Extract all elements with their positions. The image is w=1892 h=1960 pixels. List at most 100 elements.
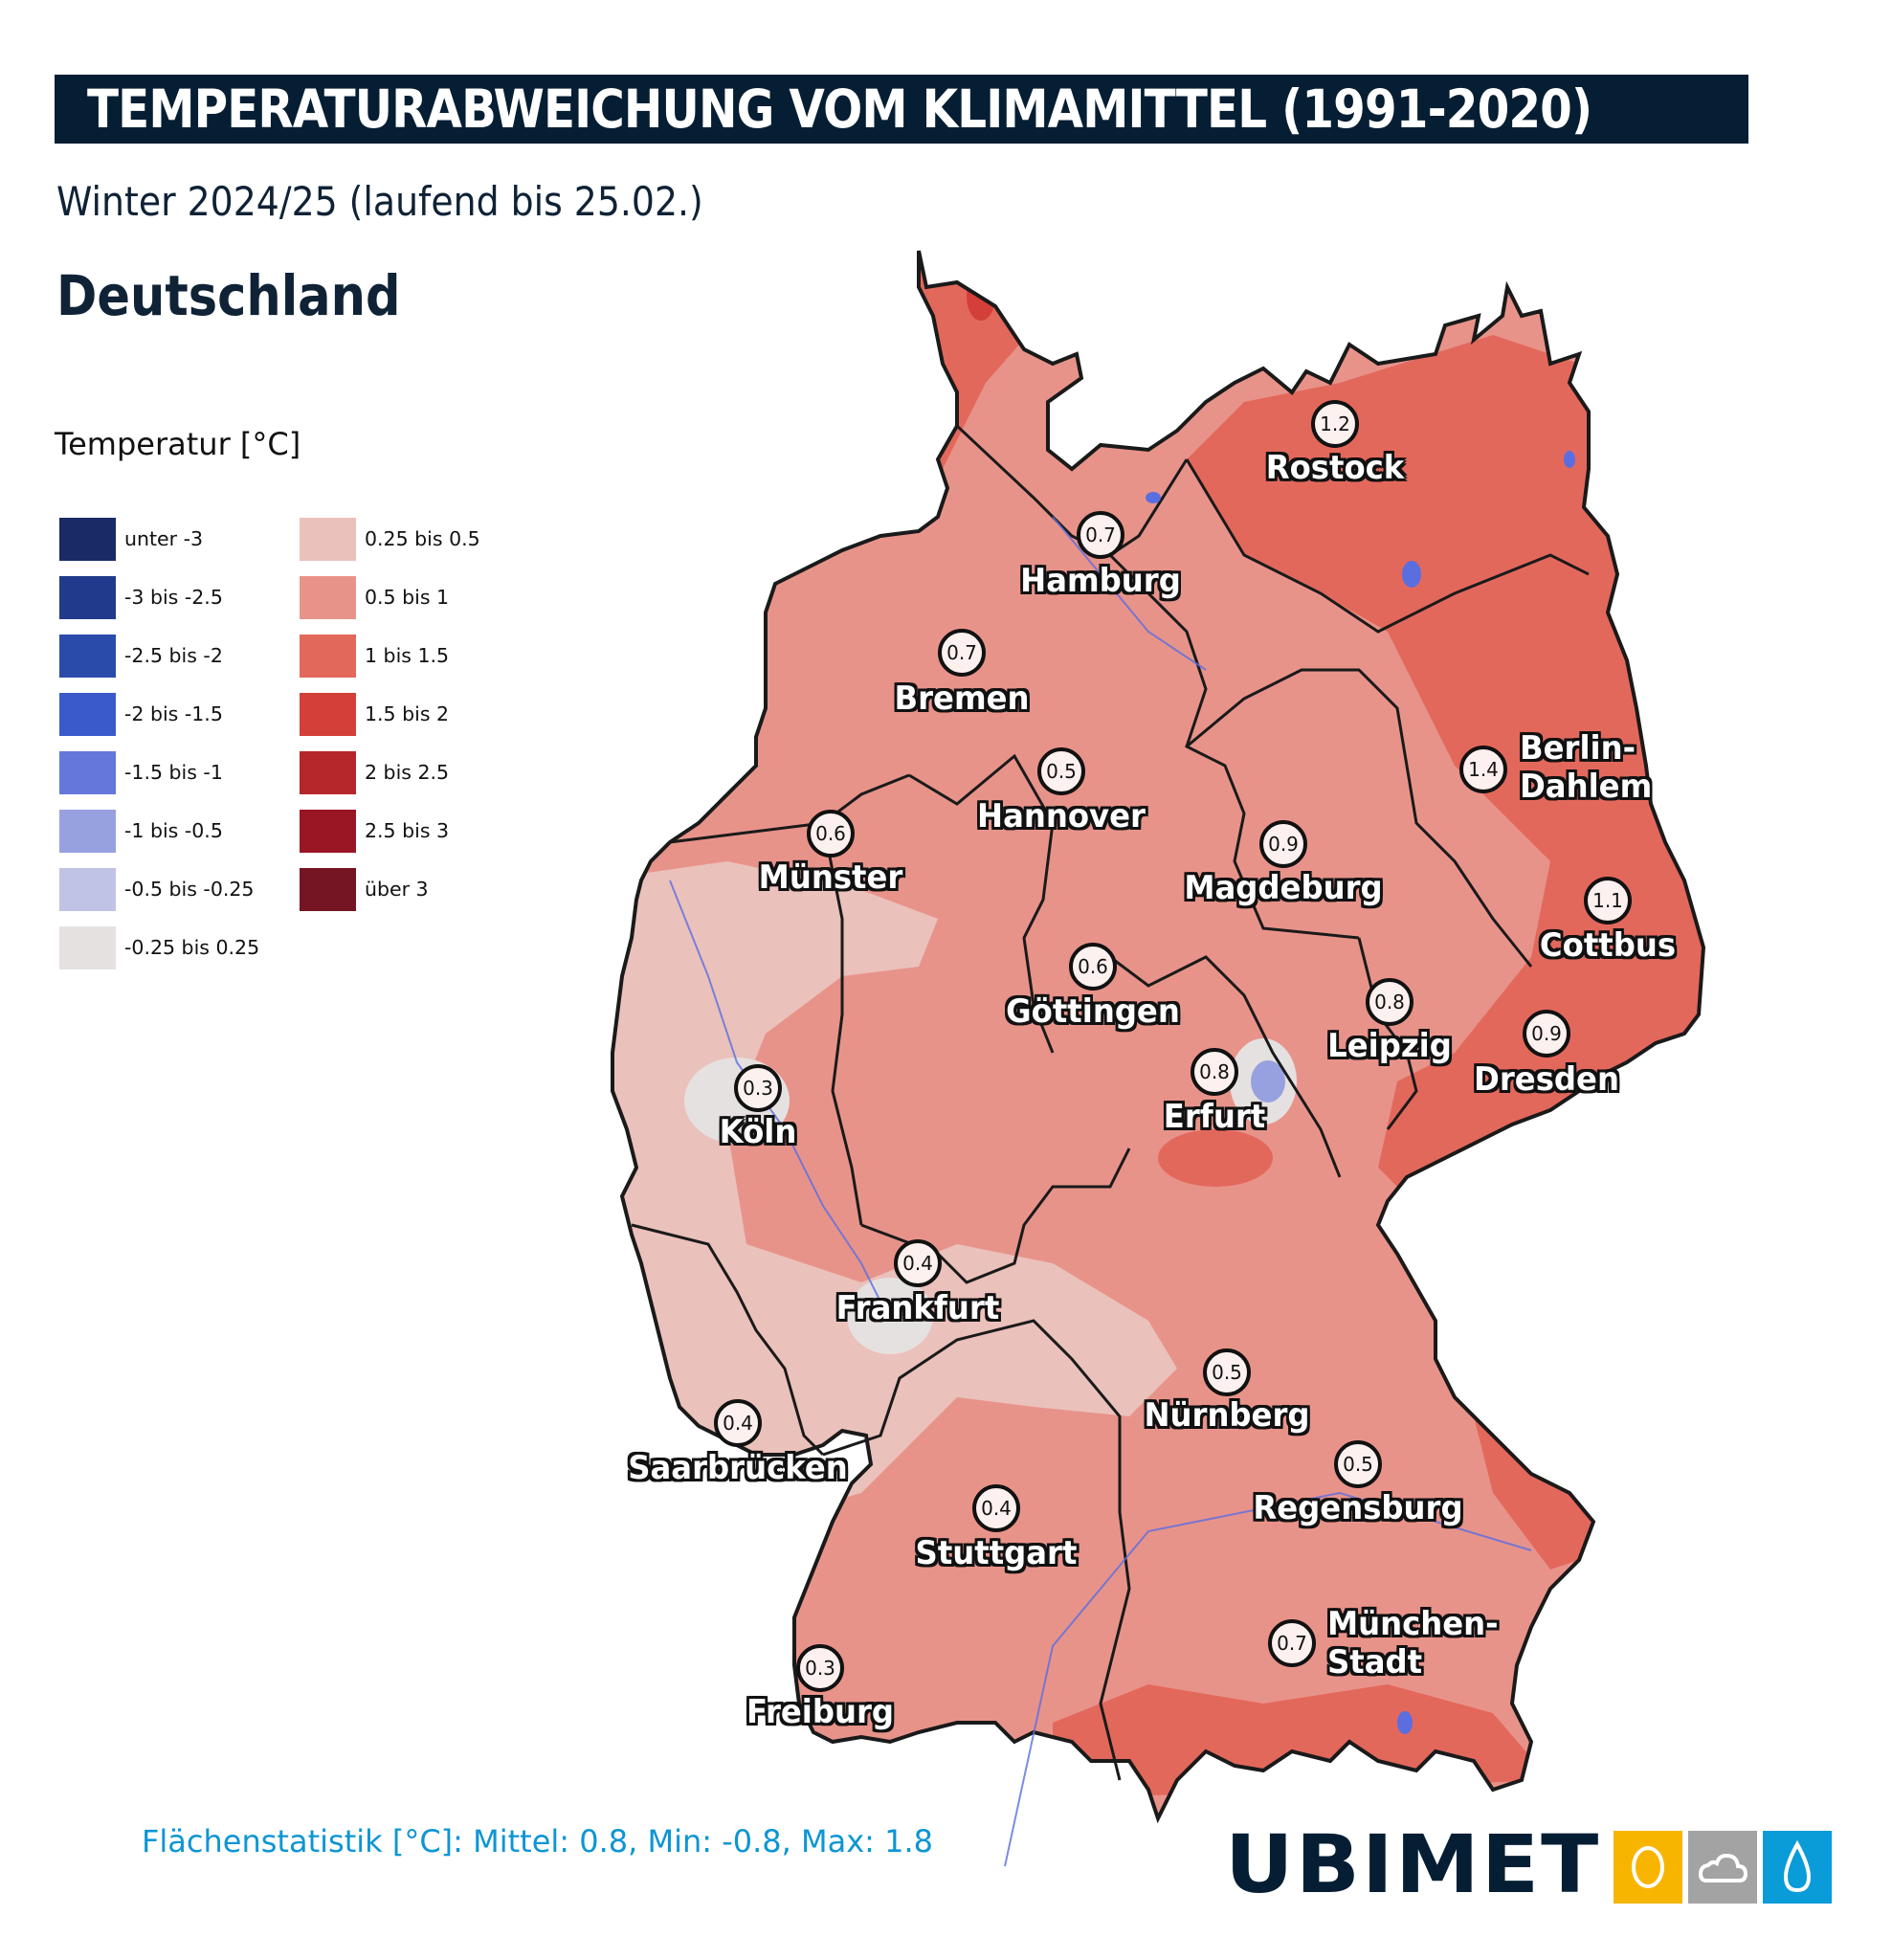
rivers [669,516,1532,1867]
sun-icon [1613,1831,1682,1904]
legend-swatch [59,809,116,853]
city-label: Erfurt [1163,1098,1266,1136]
legend-label: 0.5 bis 1 [365,586,450,609]
legend-label: -0.25 bis 0.25 [124,936,260,959]
city-label: Hamburg [1020,562,1181,600]
legend-item: -1 bis -0.5 [59,809,223,853]
city-label: Stuttgart [915,1534,1078,1572]
legend-swatch [59,634,116,678]
legend-item: -0.5 bis -0.25 [59,867,254,911]
city-label: Magdeburg [1184,869,1383,907]
city-label: Leipzig [1327,1027,1452,1065]
legend-swatch [300,692,356,736]
value-marker: 0.6 [1069,943,1117,991]
legend-swatch [59,692,116,736]
title-bar: TEMPERATURABWEICHUNG VOM KLIMAMITTEL (19… [55,75,1748,144]
legend-item: 0.25 bis 0.5 [300,517,480,561]
page-title: TEMPERATURABWEICHUNG VOM KLIMAMITTEL (19… [87,78,1592,140]
legend-swatch [59,925,116,969]
legend-item: -3 bis -2.5 [59,575,223,619]
legend-swatch [300,634,356,678]
legend-label: 1 bis 1.5 [365,644,450,667]
city-label: Münster [758,858,903,897]
ubimet-logo: UBIMET [1225,1817,1832,1911]
city-label: Regensburg [1253,1489,1463,1527]
legend-item: 1 bis 1.5 [300,634,449,678]
value-marker: 1.1 [1584,877,1632,924]
anomaly-fill [612,251,1703,1818]
legend-swatch [300,750,356,794]
legend-item: unter -3 [59,517,203,561]
legend-label: 0.25 bis 0.5 [365,527,480,550]
value-marker: 0.5 [1037,747,1085,795]
legend-label: 2.5 bis 3 [365,819,450,842]
legend-item: 2 bis 2.5 [300,750,449,794]
city-label: Cottbus [1539,926,1677,965]
city-label: Freiburg [746,1693,895,1731]
legend-label: über 3 [365,878,429,901]
legend-item: 1.5 bis 2 [300,692,449,736]
legend-item: -0.25 bis 0.25 [59,925,259,969]
legend-label: 2 bis 2.5 [365,761,450,784]
city-label: München- Stadt [1327,1605,1499,1682]
city-label: Berlin- Dahlem [1520,729,1653,806]
legend-label: -2.5 bis -2 [124,644,223,667]
value-marker: 0.4 [894,1239,942,1287]
cloud-icon [1687,1831,1757,1904]
city-label: Nürnberg [1144,1396,1310,1435]
legend-label: -1 bis -0.5 [124,819,223,842]
water-drop-icon [1762,1831,1832,1904]
legend-label: unter -3 [124,527,204,550]
lakes [1146,451,1575,1734]
legend-label: -1.5 bis -1 [124,761,223,784]
legend-swatch [300,809,356,853]
value-marker: 1.4 [1459,746,1507,793]
value-marker: 0.8 [1191,1048,1238,1096]
value-marker: 0.5 [1203,1348,1251,1396]
value-marker: 0.3 [734,1064,782,1112]
value-marker: 0.5 [1334,1440,1382,1488]
legend-swatch [59,750,116,794]
legend-label: -0.5 bis -0.25 [124,878,255,901]
region-heading: Deutschland [56,263,401,328]
value-marker: 0.4 [972,1484,1020,1532]
legend-swatch [300,867,356,911]
legend-title: Temperatur [°C] [55,426,301,462]
legend-item: über 3 [300,867,429,911]
legend-item: 2.5 bis 3 [300,809,449,853]
legend-swatch [59,867,116,911]
period-subtitle: Winter 2024/25 (laufend bis 25.02.) [56,178,703,225]
legend-label: -2 bis -1.5 [124,702,223,725]
city-label: Rostock [1265,449,1405,487]
legend-swatch [59,517,116,561]
legend-label: -3 bis -2.5 [124,586,223,609]
value-marker: 0.9 [1259,820,1307,868]
city-label: Bremen [894,679,1030,718]
value-marker: 0.8 [1366,978,1413,1026]
area-statistics: Flächenstatistik [°C]: Mittel: 0.8, Min:… [142,1823,933,1860]
city-label: Hannover [977,797,1146,835]
city-label: Frankfurt [835,1289,1000,1327]
city-label: Göttingen [1006,992,1180,1031]
city-label: Köln [719,1113,797,1151]
city-label: Saarbrücken [628,1449,848,1487]
value-marker: 0.3 [796,1644,844,1692]
city-label: Dresden [1474,1060,1619,1099]
legend-swatch [300,517,356,561]
value-marker: 0.6 [807,810,855,858]
value-marker: 0.4 [714,1399,762,1447]
value-marker: 0.9 [1523,1010,1570,1058]
legend-swatch [300,575,356,619]
legend-item: -1.5 bis -1 [59,750,223,794]
value-marker: 0.7 [1268,1619,1316,1667]
legend-item: 0.5 bis 1 [300,575,449,619]
value-marker: 1.2 [1311,400,1359,448]
logo-wordmark: UBIMET [1225,1817,1601,1911]
value-marker: 0.7 [938,629,986,677]
legend-item: -2.5 bis -2 [59,634,223,678]
value-marker: 0.7 [1077,511,1124,559]
legend-swatch [59,575,116,619]
legend-item: -2 bis -1.5 [59,692,223,736]
legend-label: 1.5 bis 2 [365,702,450,725]
